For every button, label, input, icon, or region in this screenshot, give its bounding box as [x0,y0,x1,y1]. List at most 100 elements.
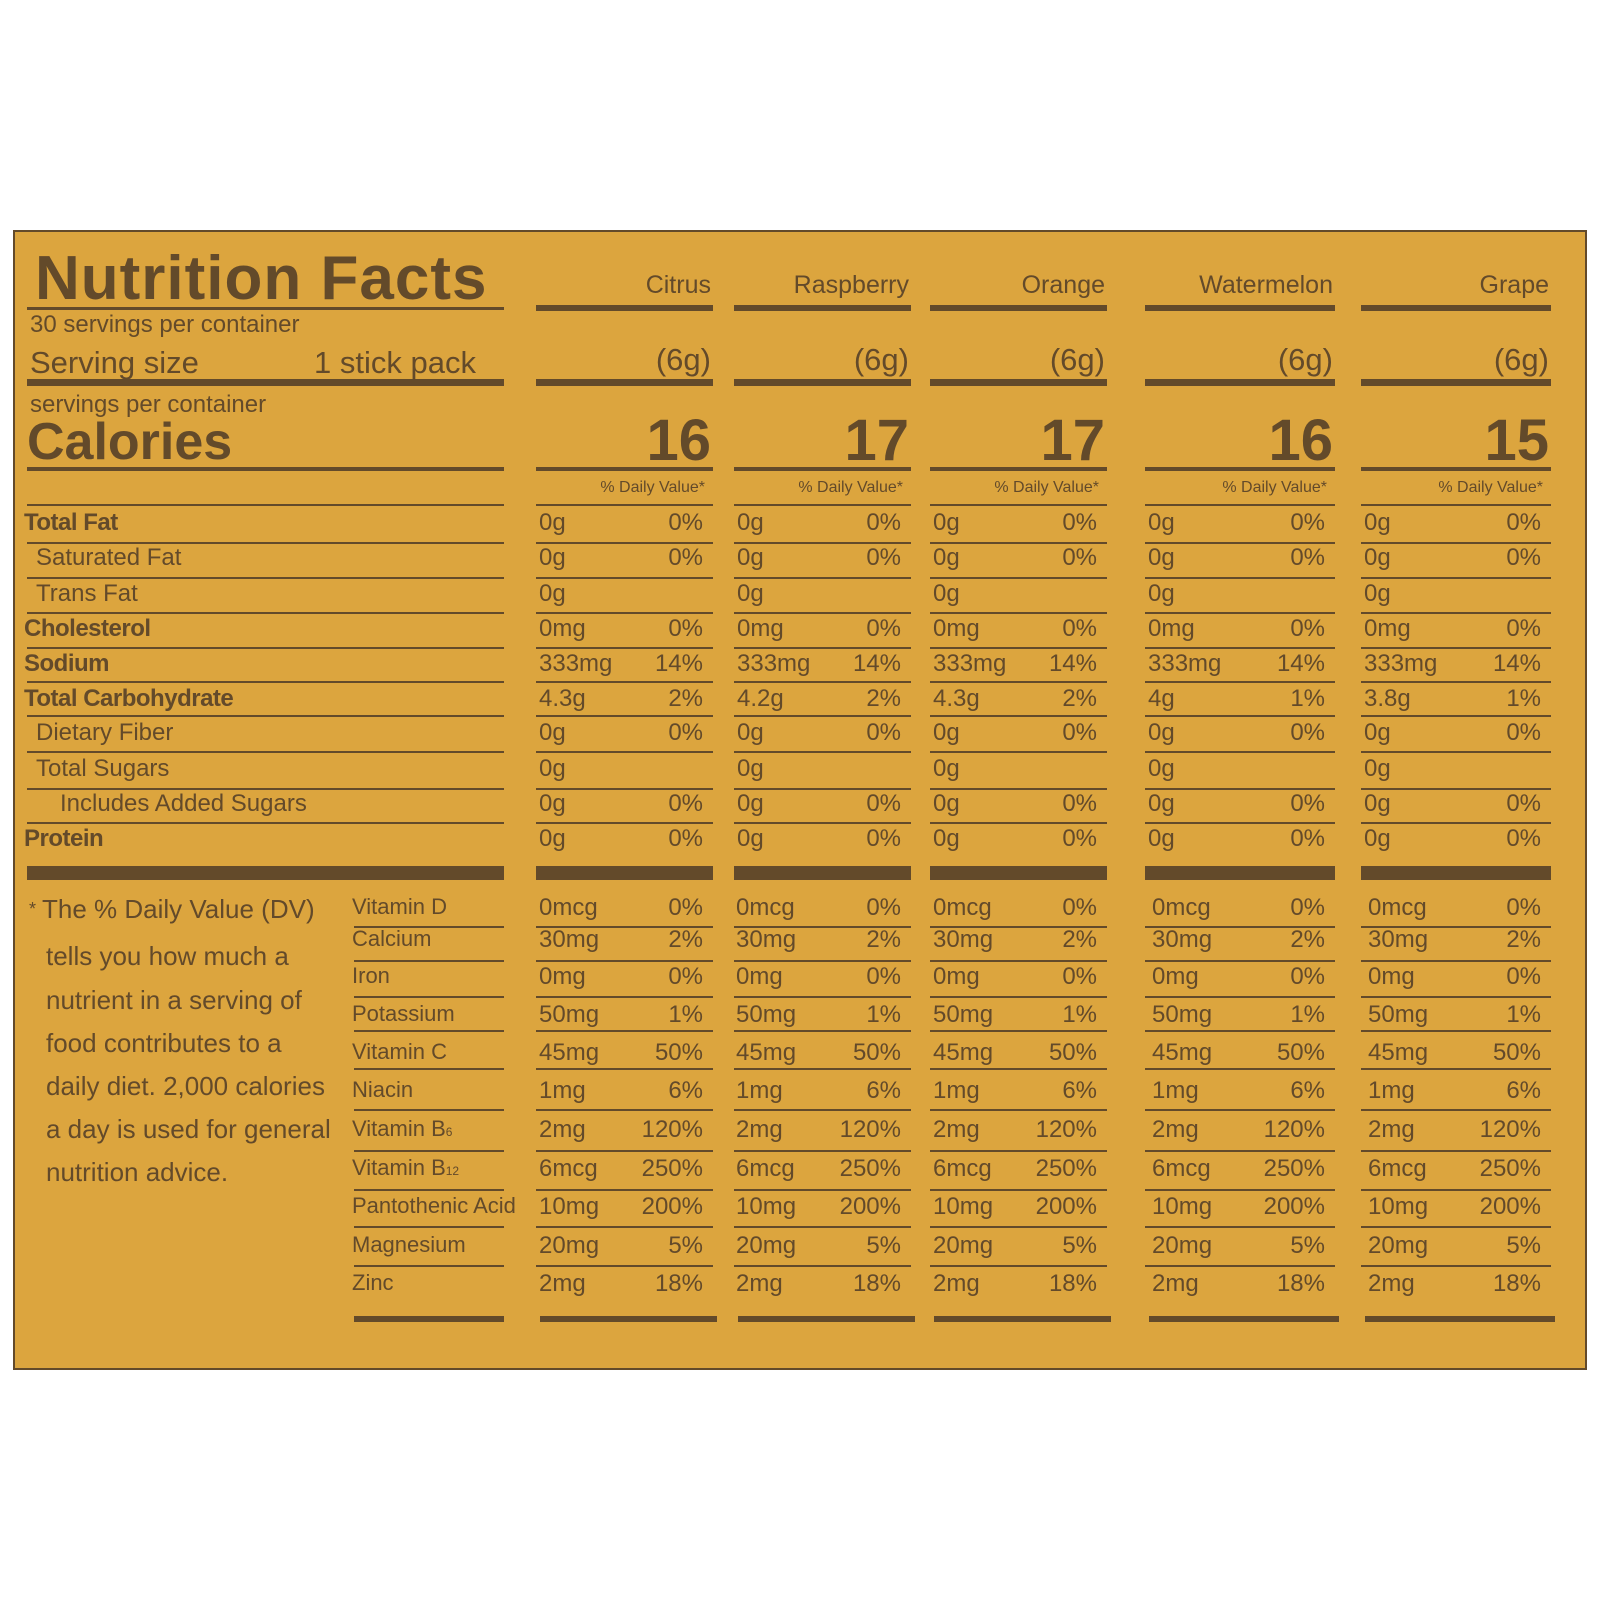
daily-value-header: % Daily Value* [1438,479,1543,496]
vitamin-row-rule [536,1226,713,1228]
vitamin-amount: 2mg [1152,1116,1199,1143]
nutrient-amount: 0g [1148,755,1175,782]
serving-size-value: 1 stick pack [314,345,476,380]
nutrient-daily-value: 0% [866,615,901,642]
nutrient-amount: 0g [539,719,566,746]
nutrient-daily-value: 0% [668,544,703,571]
vitamin-daily-value: 250% [1263,1155,1325,1182]
serving-size-rule [27,379,504,386]
nutrient-daily-value: 14% [1492,650,1541,677]
nutrient-daily-value: 2% [866,685,901,712]
flavor-serving-rule [536,379,713,386]
vitamin-amount: 45mg [736,1039,797,1066]
vitamin-row-rule [1361,1109,1551,1111]
nutrient-amount: 0g [737,544,764,571]
nutrient-row-rule [27,788,504,790]
vitamin-row-rule [354,1109,504,1111]
vitamin-amount: 20mg [539,1232,600,1259]
nutrient-amount: 0g [1148,825,1175,852]
nutrient-daily-value: 0% [668,719,703,746]
vitamin-row-rule [1361,1068,1551,1070]
vitamin-row-rule [930,926,1107,928]
vitamin-daily-value: 200% [1479,1193,1541,1220]
vitamin-daily-value: 0% [1506,963,1541,990]
nutrient-row-rule [734,681,911,683]
vitamin-amount: 30mg [736,926,797,953]
vitamin-daily-value: 5% [1062,1232,1097,1259]
vitamin-name: Niacin [352,1077,414,1102]
nutrient-row-rule [930,647,1107,649]
bottom-rule [1365,1316,1555,1322]
nutrient-row-rule [536,751,713,753]
vitamin-row-rule [1361,1030,1551,1032]
nutrient-daily-value: 0% [1506,719,1541,746]
flavor-serving-rule [930,379,1107,386]
nutrient-row-rule [1145,788,1335,790]
nutrient-amount: 0g [737,790,764,817]
nutrient-row-rule [930,751,1107,753]
vitamin-daily-value: 18% [852,1270,901,1297]
nutrient-amount: 0g [737,719,764,746]
vitamin-name: Vitamin C [352,1039,447,1064]
vitamin-amount: 1mg [933,1077,980,1104]
nutrient-amount: 0g [539,755,566,782]
flavor-serving-size: (6g) [1493,342,1549,377]
nutrient-amount: 0mg [737,615,784,642]
vitamin-daily-value: 1% [1506,1001,1541,1028]
nutrient-row-rule [930,788,1107,790]
nutrient-daily-value: 0% [1506,544,1541,571]
nutrient-amount: 0g [933,544,960,571]
vitamin-row-rule [536,1189,713,1191]
vitamin-daily-value: 50% [852,1039,901,1066]
flavor-calories: 15 [1484,408,1549,473]
nutrient-amount: 0g [1364,580,1391,607]
vitamin-amount: 2mg [1152,1270,1199,1297]
vitamin-daily-value: 2% [1290,926,1325,953]
flavor-name: Grape [1479,271,1549,299]
bottom-rule [934,1316,1111,1322]
vitamin-row-rule [354,1265,504,1267]
vitamin-amount: 6mcg [933,1155,992,1182]
nutrient-daily-value: 0% [1290,825,1325,852]
nutrient-row-rule [1145,647,1335,649]
vitamin-amount: 2mg [1368,1116,1415,1143]
vitamin-daily-value: 120% [839,1116,901,1143]
vitamin-amount: 2mg [736,1116,783,1143]
flavor-serving-size: (6g) [1277,342,1333,377]
flavor-calories-rule [734,467,911,471]
nutrient-row-rule [1361,822,1551,824]
vitamin-daily-value: 5% [1506,1232,1541,1259]
vitamin-name: Iron [352,963,390,988]
daily-value-header: % Daily Value* [600,479,705,496]
nutrient-amount: 0g [1148,580,1175,607]
vitamin-row-rule [536,1265,713,1267]
vitamin-row-rule [536,1068,713,1070]
nutrient-daily-value: 0% [1062,615,1097,642]
vitamin-row-rule [1145,960,1335,962]
vitamin-amount: 20mg [1152,1232,1213,1259]
vitamin-label: Zinc [352,1272,527,1294]
vitamin-daily-value: 0% [1062,963,1097,990]
flavor-name-rule [930,305,1107,311]
nutrient-daily-value: 0% [1290,719,1325,746]
nutrient-daily-value: 14% [1048,650,1097,677]
vitamin-daily-value: 1% [1290,1001,1325,1028]
nutrient-amount: 0g [1364,544,1391,571]
vitamin-row-rule [734,960,911,962]
nutrient-amount: 0g [1148,544,1175,571]
vitamin-row-rule [930,1226,1107,1228]
vitamin-daily-value: 2% [1062,926,1097,953]
nutrient-row-rule [734,715,911,717]
nutrient-daily-value: 0% [668,825,703,852]
nutrient-amount: 0g [1364,755,1391,782]
vitamin-row-rule [1145,1226,1335,1228]
nutrient-row-rule [1361,647,1551,649]
vitamin-daily-value: 6% [1290,1077,1325,1104]
nutrient-daily-value: 0% [668,509,703,536]
vitamin-daily-value: 2% [1506,926,1541,953]
nutrient-row-rule [930,681,1107,683]
nutrient-amount: 0g [933,790,960,817]
nutrient-daily-value: 0% [1290,509,1325,536]
vitamin-daily-value: 18% [1276,1270,1325,1297]
nutrient-row-rule [27,751,504,753]
